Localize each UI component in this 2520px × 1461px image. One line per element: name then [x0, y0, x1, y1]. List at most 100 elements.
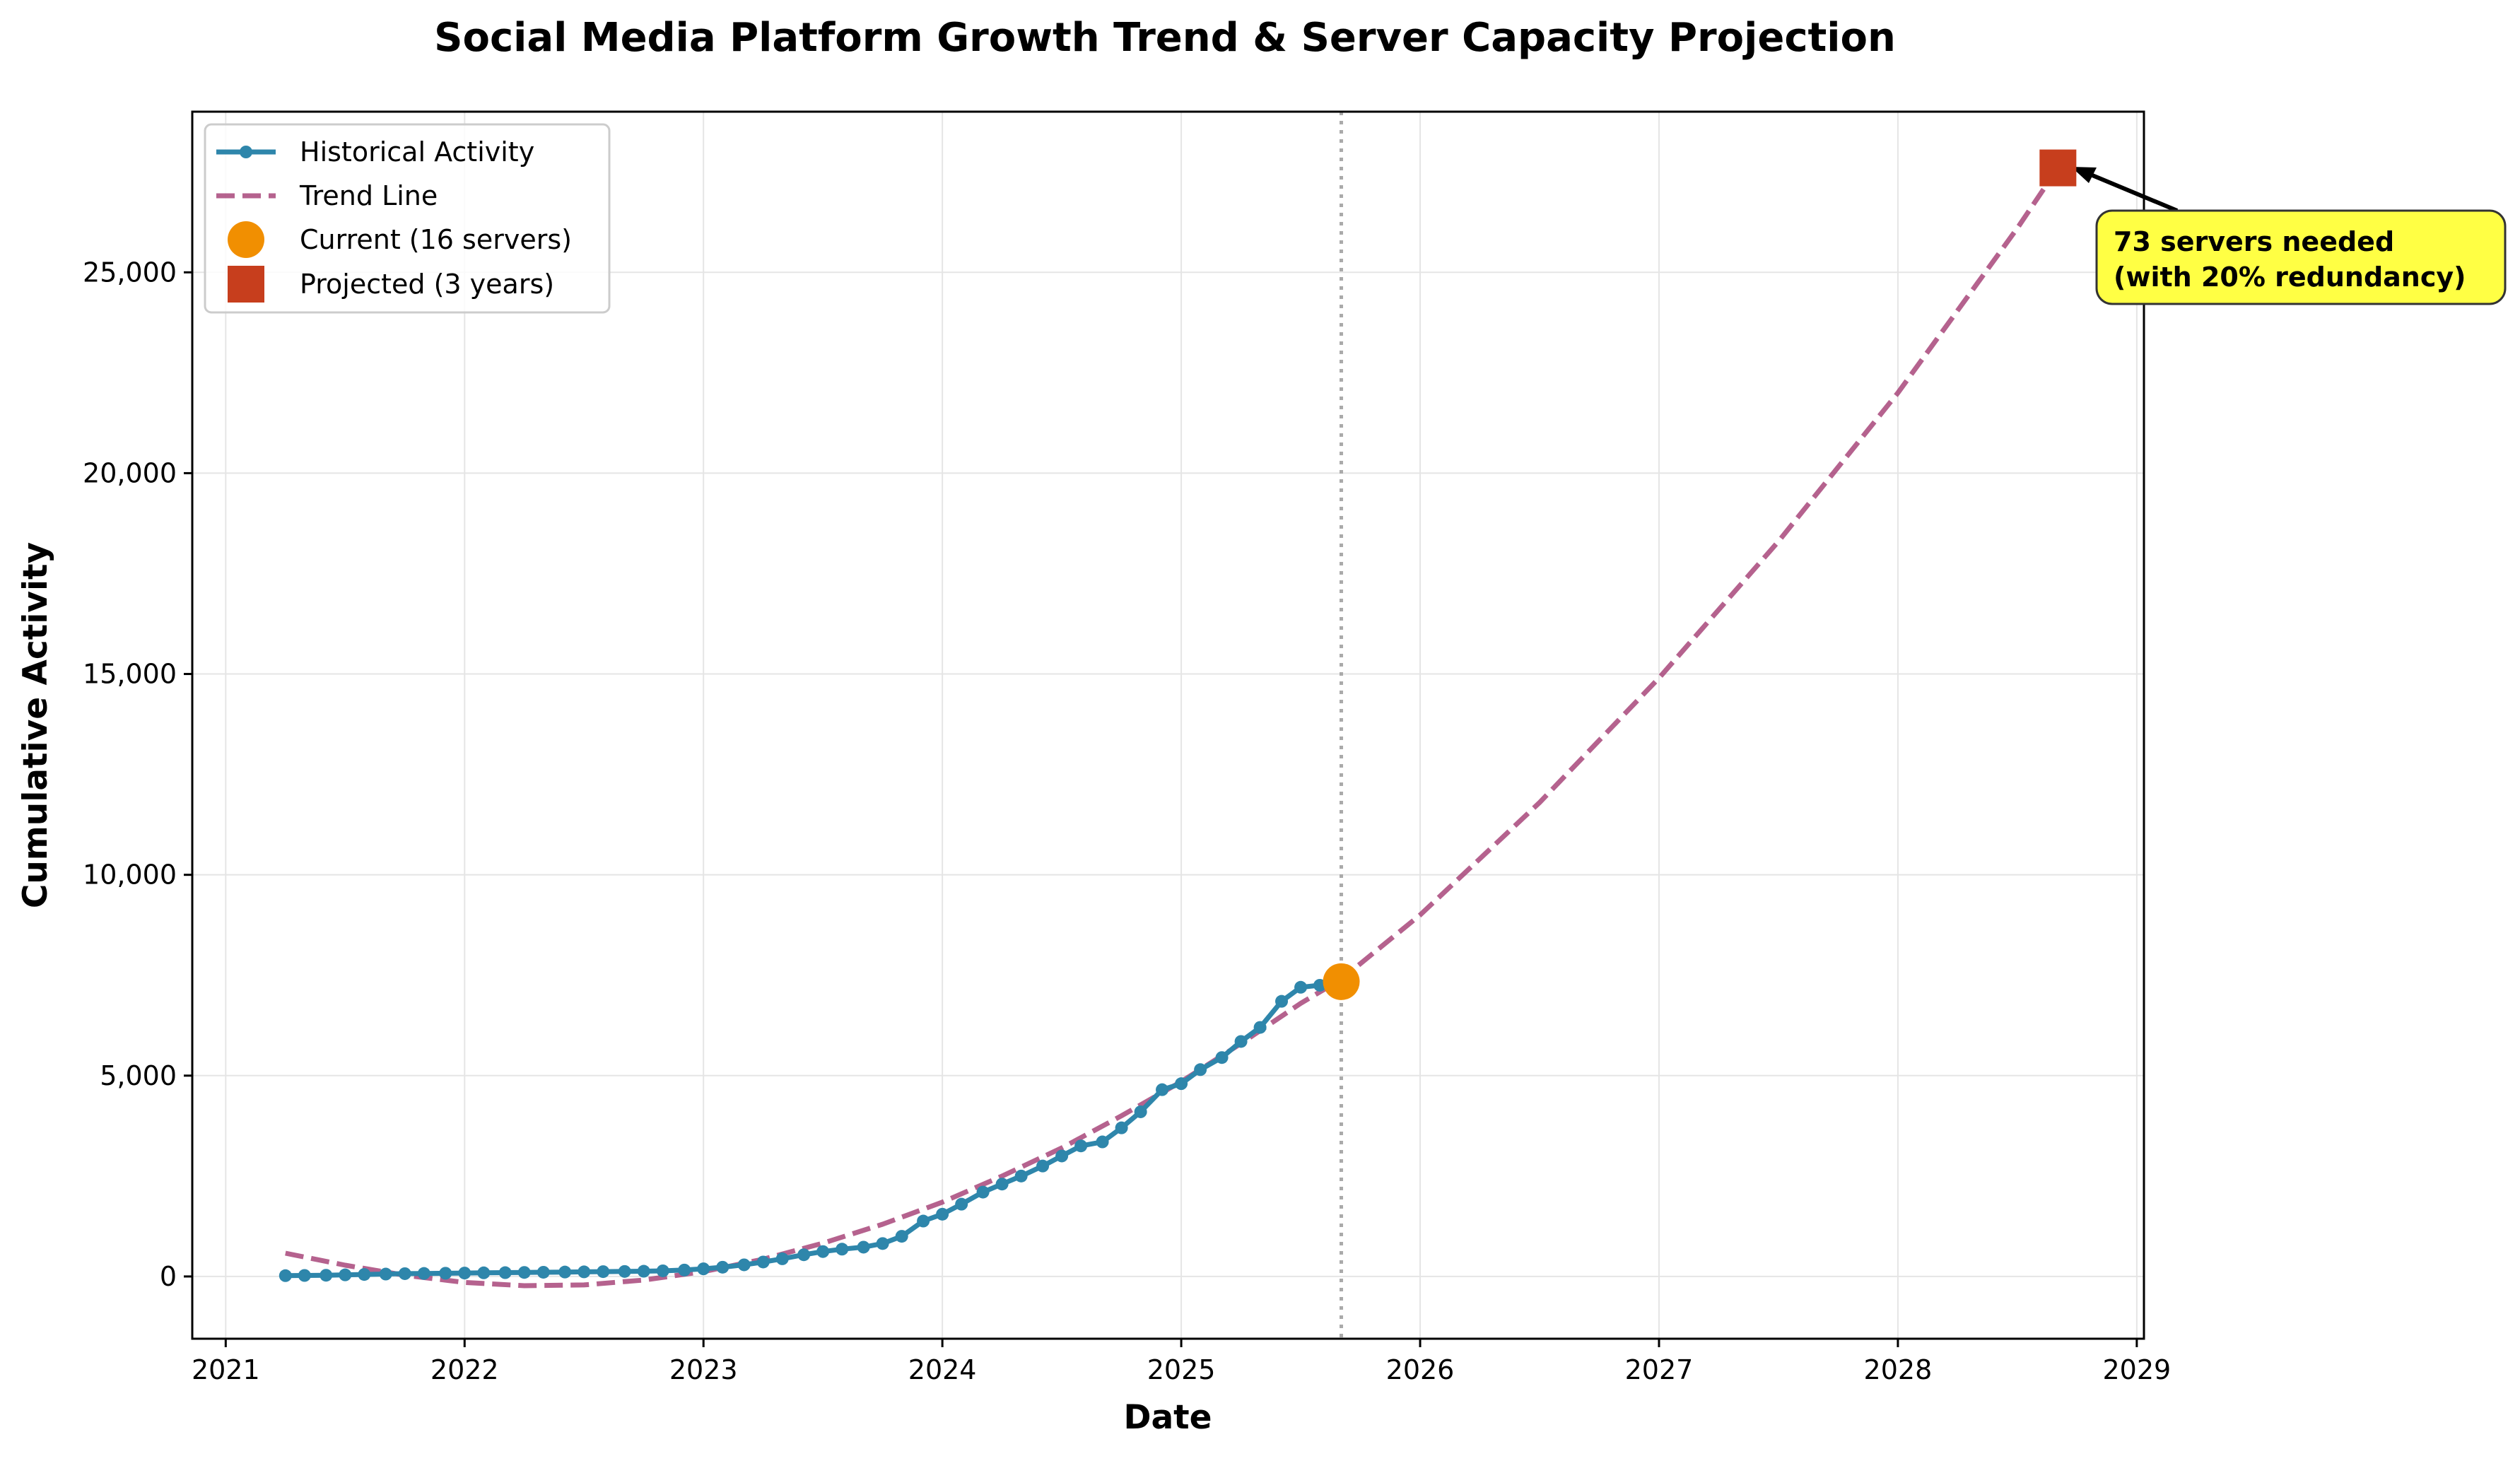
historical-data-point	[398, 1267, 411, 1280]
historical-data-point	[797, 1248, 811, 1262]
historical-data-point	[1294, 980, 1308, 994]
historical-data-point	[477, 1266, 491, 1279]
historical-data-point	[917, 1214, 930, 1228]
historical-data-point	[936, 1207, 949, 1221]
historical-data-point	[1036, 1159, 1050, 1173]
historical-data-point	[597, 1265, 610, 1279]
historical-data-point	[320, 1269, 333, 1282]
legend-label-trend: Trend Line	[299, 180, 438, 211]
x-tick-label: 2025	[1147, 1354, 1216, 1385]
current-point-marker	[1323, 963, 1360, 1000]
series-historical-line	[285, 979, 1342, 1279]
legend-item-historical: Historical Activity	[216, 136, 534, 168]
historical-data-point	[1074, 1139, 1088, 1153]
legend-swatch-current	[228, 221, 264, 258]
historical-data-point	[1253, 1021, 1267, 1034]
x-tick-label: 2022	[430, 1354, 499, 1385]
historical-data-point	[1215, 1051, 1229, 1064]
historical-data-point	[637, 1265, 650, 1278]
grid	[192, 112, 2144, 1339]
historical-data-point	[1096, 1135, 1109, 1149]
y-axis-ticks: 0 5,000 10,000 15,000 20,000 25,000	[83, 257, 192, 1292]
legend-swatch-projected	[228, 266, 264, 303]
historical-data-point	[1234, 1035, 1248, 1048]
legend-label-historical: Historical Activity	[300, 136, 534, 168]
historical-data-point	[439, 1267, 452, 1280]
x-tick-label: 2026	[1386, 1354, 1455, 1385]
historical-data-point	[517, 1266, 531, 1279]
legend: Historical Activity Trend Line Current (…	[204, 123, 611, 314]
plot-frame	[191, 110, 2145, 1340]
projected-point-marker	[2039, 149, 2077, 187]
historical-data-point	[1115, 1121, 1128, 1134]
y-axis-label: Cumulative Activity	[16, 542, 55, 908]
y-tick-label: 10,000	[83, 859, 177, 891]
x-axis-label: Date	[1123, 1398, 1212, 1437]
legend-item-current: Current (16 servers)	[228, 221, 572, 258]
plot-area	[279, 112, 2061, 1339]
x-axis-ticks: 2021 2022 2023 2024 2025 2026 2027 2028 2029	[192, 1339, 2171, 1385]
x-tick-label: 2024	[908, 1354, 977, 1385]
historical-data-point	[857, 1240, 870, 1254]
x-tick-label: 2021	[192, 1354, 260, 1385]
historical-data-point	[578, 1265, 591, 1279]
historical-data-point	[678, 1263, 691, 1277]
y-tick-label: 15,000	[83, 659, 177, 690]
annotation-line-1: 73 servers needed	[2114, 226, 2394, 257]
historical-data-point	[537, 1265, 550, 1279]
legend-swatch-historical-marker	[240, 146, 252, 158]
historical-data-point	[775, 1252, 789, 1265]
legend-item-trend: Trend Line	[216, 180, 438, 211]
historical-data-point	[816, 1245, 830, 1258]
historical-data-point	[618, 1265, 631, 1278]
historical-data-point	[995, 1178, 1009, 1191]
y-tick-label: 5,000	[100, 1060, 177, 1091]
annotation-arrowhead	[2071, 167, 2097, 183]
x-tick-label: 2023	[669, 1354, 738, 1385]
legend-label-current: Current (16 servers)	[300, 224, 572, 255]
historical-data-point	[895, 1230, 908, 1243]
historical-data-point	[279, 1269, 292, 1282]
historical-data-point	[1014, 1169, 1028, 1183]
x-tick-label: 2029	[2103, 1354, 2172, 1385]
historical-data-point	[498, 1266, 512, 1279]
chart-title: Social Media Platform Growth Trend & Ser…	[434, 15, 1896, 61]
historical-data-point	[836, 1243, 849, 1256]
y-tick-label: 25,000	[83, 257, 177, 288]
legend-frame	[204, 123, 611, 314]
historical-data-point	[976, 1185, 990, 1199]
historical-data-point	[737, 1258, 751, 1272]
annotation-arrow-line	[2082, 170, 2179, 213]
historical-data-point	[756, 1255, 770, 1269]
historical-data-point	[298, 1269, 311, 1282]
historical-data-point	[697, 1262, 710, 1276]
y-tick-label: 0	[160, 1261, 177, 1292]
historical-data-point	[716, 1260, 729, 1274]
y-tick-label: 20,000	[83, 457, 177, 488]
historical-data-point	[458, 1267, 471, 1280]
historical-data-point	[1175, 1077, 1188, 1091]
historical-data-point	[339, 1268, 352, 1281]
annotation-box	[2095, 209, 2507, 305]
legend-item-projected: Projected (3 years)	[228, 266, 554, 303]
historical-data-point	[876, 1237, 889, 1250]
historical-data-point	[955, 1197, 968, 1211]
annotation-line-2: (with 20% redundancy)	[2114, 262, 2466, 293]
historical-data-point	[358, 1268, 371, 1281]
historical-data-point	[1134, 1105, 1147, 1118]
historical-data-point	[1055, 1149, 1069, 1163]
historical-data-point	[1194, 1063, 1207, 1076]
historical-data-point	[379, 1267, 392, 1281]
historical-data-point	[417, 1267, 430, 1280]
x-tick-label: 2028	[1864, 1354, 1933, 1385]
historical-data-point	[558, 1265, 572, 1279]
x-tick-label: 2027	[1625, 1354, 1694, 1385]
historical-data-point	[1275, 994, 1289, 1008]
historical-data-point	[1156, 1083, 1169, 1096]
annotation: 73 servers needed (with 20% redundancy)	[2071, 167, 2507, 305]
series-trend-line	[285, 166, 2061, 1289]
historical-data-point	[656, 1264, 669, 1277]
legend-label-projected: Projected (3 years)	[300, 269, 554, 300]
